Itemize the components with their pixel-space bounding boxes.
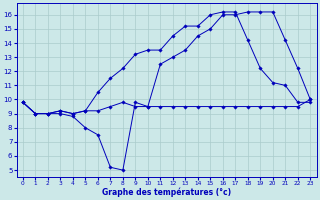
X-axis label: Graphe des températures (°c): Graphe des températures (°c) (102, 187, 231, 197)
